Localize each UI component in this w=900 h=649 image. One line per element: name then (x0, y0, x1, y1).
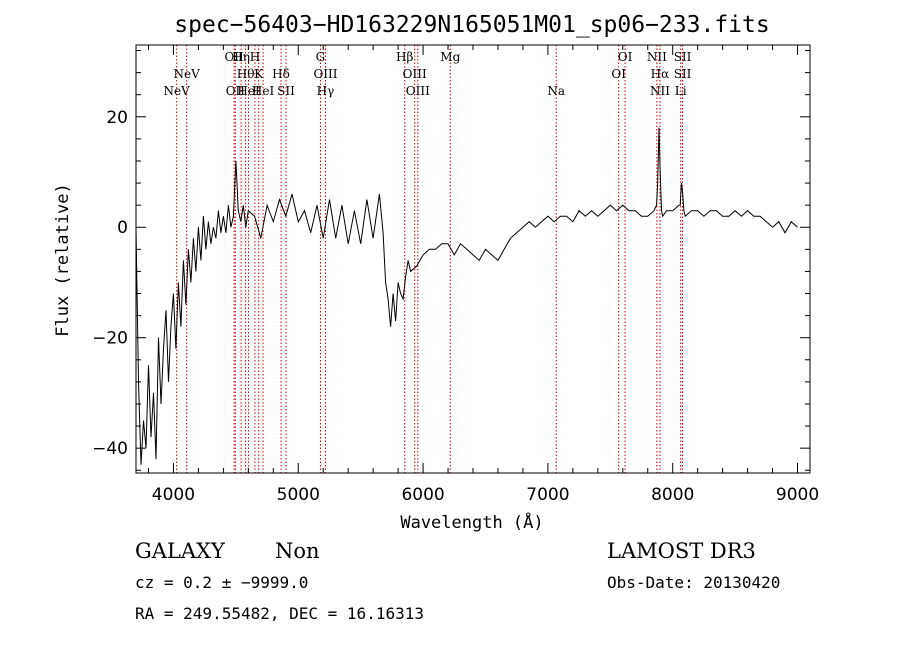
spectral-line-label: Hθ (237, 67, 255, 81)
spectral-line-label: Hη (232, 50, 250, 64)
y-tick-label: 20 (106, 108, 128, 128)
spectral-line-label: OI (618, 50, 633, 64)
spectral-line-labels: NeVNeVOIIOIIHηHθHeIHKHeIHδSIIGOIIIHγHβOI… (164, 50, 692, 98)
spectral-line-label: OIII (313, 67, 337, 81)
spectral-line-markers (176, 45, 684, 473)
coordinates-readout: RA = 249.55482, DEC = 16.16313 (135, 604, 424, 623)
x-axis-ticks: 4000 5000 6000 7000 8000 9000 (147, 45, 819, 505)
x-tick-label: 7000 (526, 485, 569, 505)
x-tick-label: 5000 (277, 485, 320, 505)
spectral-line-label: Hγ (317, 84, 335, 98)
y-tick-label: −40 (92, 439, 128, 459)
chart-title: spec−56403−HD163229N165051M01_sp06−233.f… (174, 12, 769, 38)
spectral-line-label: SII (674, 50, 692, 64)
spectral-line-label: NeV (174, 67, 201, 81)
x-axis-title: Wavelength (Å) (400, 511, 543, 533)
spectral-line-label: Hβ (396, 50, 413, 64)
spectral-line-label: Li (675, 84, 687, 98)
spectral-line-label: HeI (237, 84, 260, 98)
spectral-line-label: OIII (403, 67, 427, 81)
x-tick-label: 9000 (776, 485, 819, 505)
spectral-line-label: G (316, 50, 326, 64)
spectral-line-label: SII (277, 84, 295, 98)
observation-date: Obs-Date: 20130420 (607, 573, 780, 592)
redshift-readout: cz = 0.2 ± −9999.0 (135, 573, 308, 592)
spectral-line-label: Na (547, 84, 565, 98)
y-axis-ticks: −40 −20 0 20 (92, 50, 810, 471)
spectral-line-label: OII (226, 84, 246, 98)
spectral-line-label: Hδ (272, 67, 290, 81)
spectral-line-label: OIII (406, 84, 430, 98)
y-axis-title: Flux (relative) (53, 183, 73, 337)
object-class: GALAXY (135, 539, 226, 563)
spectral-line-label: Mg (440, 50, 460, 64)
x-tick-label: 8000 (651, 485, 694, 505)
spectral-line-label: NeV (164, 84, 191, 98)
spectral-line-label: NII (647, 50, 667, 64)
object-subclass: Non (275, 539, 320, 563)
spectral-line-label: NII (650, 84, 670, 98)
survey-name: LAMOST DR3 (607, 539, 756, 563)
x-tick-label: 6000 (401, 485, 444, 505)
spectral-line-label: HeI (252, 84, 275, 98)
spectral-line-label: H (250, 50, 260, 64)
y-tick-label: −20 (92, 329, 128, 349)
plot-frame (135, 44, 811, 474)
x-tick-label: 4000 (152, 485, 195, 505)
spectral-line-label: OI (611, 67, 626, 81)
spectral-line-label: K (254, 67, 264, 81)
spectral-line-label: OII (224, 50, 244, 64)
y-tick-label: 0 (117, 218, 128, 238)
spectrum-line (135, 127, 798, 465)
spectral-line-label: SII (674, 67, 692, 81)
spectral-line-label: Hα (651, 67, 670, 81)
